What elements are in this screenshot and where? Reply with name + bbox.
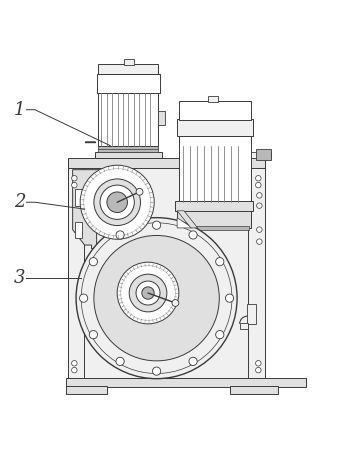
Bar [67,158,265,168]
Circle shape [137,276,148,286]
Circle shape [94,235,219,361]
Circle shape [189,357,197,365]
Bar [67,166,265,378]
Bar [98,149,158,152]
Bar [98,92,158,145]
Bar [177,119,252,136]
Circle shape [72,361,77,366]
Circle shape [121,266,175,321]
Circle shape [152,367,161,375]
Circle shape [256,182,261,188]
Bar [98,64,158,75]
Bar [256,149,271,160]
Circle shape [76,218,237,379]
Polygon shape [177,218,193,228]
Circle shape [84,169,151,236]
Bar [177,209,251,228]
Bar [251,151,271,158]
Circle shape [117,262,179,324]
Circle shape [116,231,124,239]
Bar [75,189,82,206]
Polygon shape [177,211,198,228]
Bar [179,136,251,202]
Circle shape [89,258,97,266]
Bar [97,74,160,92]
Circle shape [107,192,128,212]
Bar [175,201,252,211]
Circle shape [172,299,179,306]
Bar [230,386,278,394]
Circle shape [79,294,88,302]
Circle shape [256,361,261,366]
Bar [66,386,107,394]
Bar [247,304,256,324]
Circle shape [142,287,154,299]
Circle shape [94,179,140,225]
Circle shape [100,185,134,220]
Bar [67,166,84,378]
Circle shape [129,274,167,312]
Circle shape [72,182,77,188]
Circle shape [257,239,262,244]
Bar [158,111,165,125]
Bar [179,101,251,120]
Circle shape [216,330,224,339]
Bar [248,166,265,378]
Circle shape [116,357,124,365]
Circle shape [257,227,262,233]
Bar [66,378,305,387]
Bar [124,59,133,65]
Circle shape [80,165,154,239]
Circle shape [136,189,143,195]
Text: 3: 3 [14,269,25,286]
Circle shape [225,294,234,302]
Bar [175,226,249,229]
Text: 1: 1 [14,101,25,119]
Circle shape [256,176,261,181]
Bar [75,222,82,238]
Bar [98,145,158,149]
Circle shape [152,221,161,229]
Circle shape [256,367,261,373]
Circle shape [72,367,77,373]
Bar [240,323,248,329]
Bar [95,151,162,158]
Polygon shape [73,170,136,248]
Text: 2: 2 [14,193,25,211]
Circle shape [89,330,97,339]
Circle shape [216,258,224,266]
Circle shape [81,223,232,374]
Circle shape [189,231,197,239]
Circle shape [136,281,160,305]
Circle shape [257,203,262,208]
Circle shape [257,193,262,198]
Circle shape [72,176,77,181]
Circle shape [152,268,161,277]
Bar [208,96,218,102]
